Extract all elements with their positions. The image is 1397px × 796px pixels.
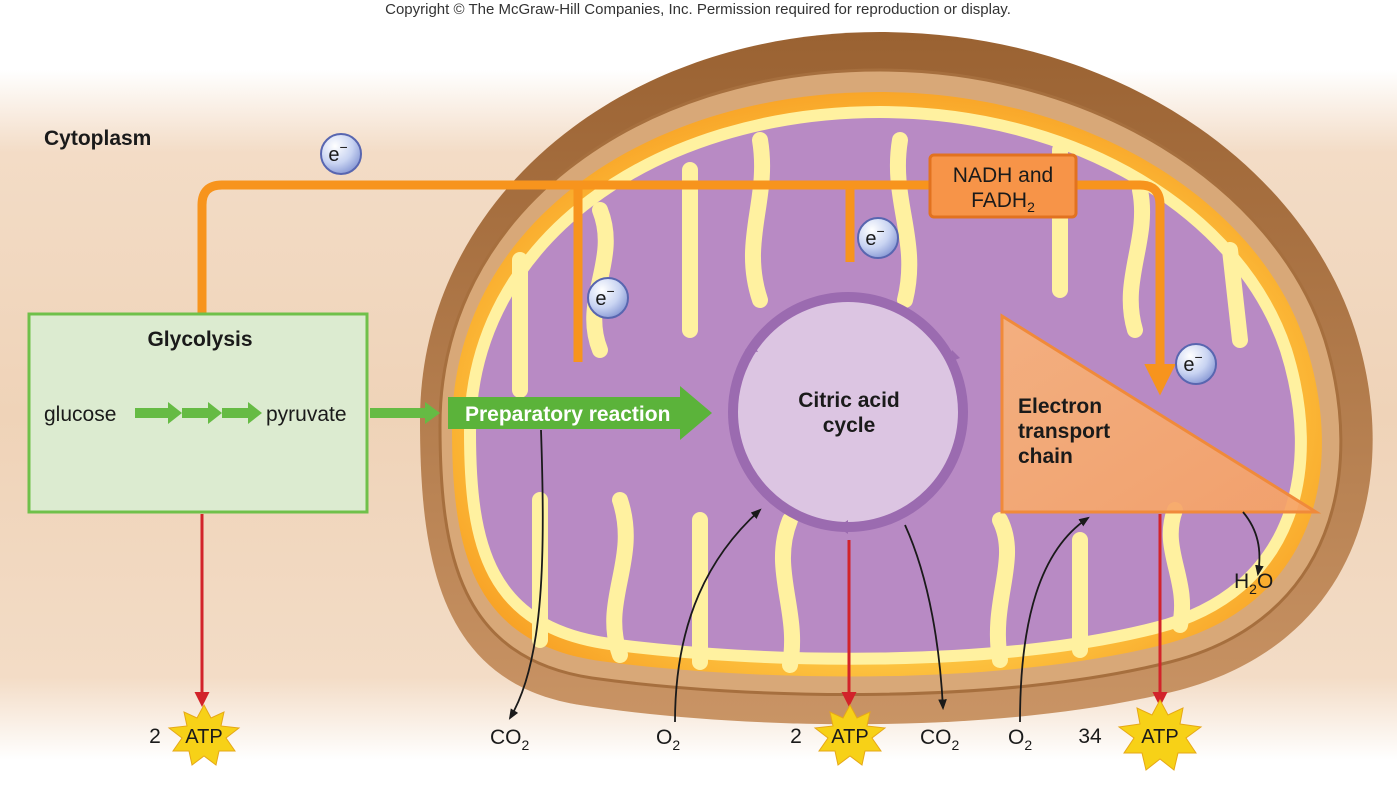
electron-badge-top: e−: [320, 133, 362, 175]
svg-text:e−: e−: [328, 139, 347, 166]
cristae-folds: [512, 132, 1248, 673]
glucose-label: glucose: [44, 403, 116, 426]
glycolysis-title: Glycolysis: [147, 328, 252, 351]
o2-label-etc: O2: [1008, 726, 1032, 753]
atp-count: 2: [790, 725, 802, 748]
atp-label: ATP: [185, 726, 222, 748]
citric-acid-label-line2: cycle: [823, 414, 876, 437]
electron-transport-chain: Electron transport chain: [1000, 313, 1322, 514]
etc-label-line3: chain: [1018, 445, 1073, 468]
atp-burst-citric: ATP 2: [790, 703, 887, 766]
nadh-fadh2-box: NADH and FADH2: [928, 153, 1078, 219]
electron-badge-prep: e−: [587, 277, 629, 319]
electron-path: [197, 180, 1176, 396]
svg-text:e−: e−: [1183, 349, 1202, 376]
atp-burst-glycolysis: ATP 2: [149, 703, 241, 766]
co2-label-citric: CO2: [920, 726, 960, 753]
nadh-label: NADH and: [953, 164, 1053, 187]
co2-label-prep: CO2: [490, 726, 530, 753]
atp-count: 34: [1078, 725, 1102, 748]
gas-arrows: [508, 429, 1264, 723]
glycolysis-box: Glycolysis glucose pyruvate: [27, 312, 369, 514]
electron-badge-etc: e−: [1175, 343, 1217, 385]
svg-text:e−: e−: [865, 223, 884, 250]
pyruvate-label: pyruvate: [266, 403, 347, 426]
copyright-notice: Copyright © The McGraw-Hill Companies, I…: [385, 1, 1011, 18]
atp-arrows: [194, 514, 1168, 707]
o2-label-citric: O2: [656, 726, 680, 753]
etc-label-line2: transport: [1018, 420, 1110, 443]
etc-label-line1: Electron: [1018, 395, 1102, 418]
atp-label: ATP: [1141, 726, 1178, 748]
atp-count: 2: [149, 725, 161, 748]
h2o-label: H2O: [1234, 570, 1273, 597]
atp-label: ATP: [831, 726, 868, 748]
electron-badge-citric: e−: [857, 217, 899, 259]
preparatory-reaction-label: Preparatory reaction: [465, 403, 670, 426]
preparatory-reaction-arrow: Preparatory reaction: [448, 386, 712, 440]
cytoplasm-label: Cytoplasm: [44, 127, 151, 150]
atp-burst-etc: ATP 34: [1078, 698, 1203, 771]
fadh2-label: FADH2: [971, 189, 1035, 215]
citric-acid-label-line1: Citric acid: [798, 389, 900, 412]
citric-acid-cycle: Citric acid cycle: [728, 292, 968, 534]
pyruvate-to-prep-arrow: [370, 402, 440, 424]
glycolysis-steps: [135, 402, 262, 424]
svg-text:e−: e−: [595, 283, 614, 310]
